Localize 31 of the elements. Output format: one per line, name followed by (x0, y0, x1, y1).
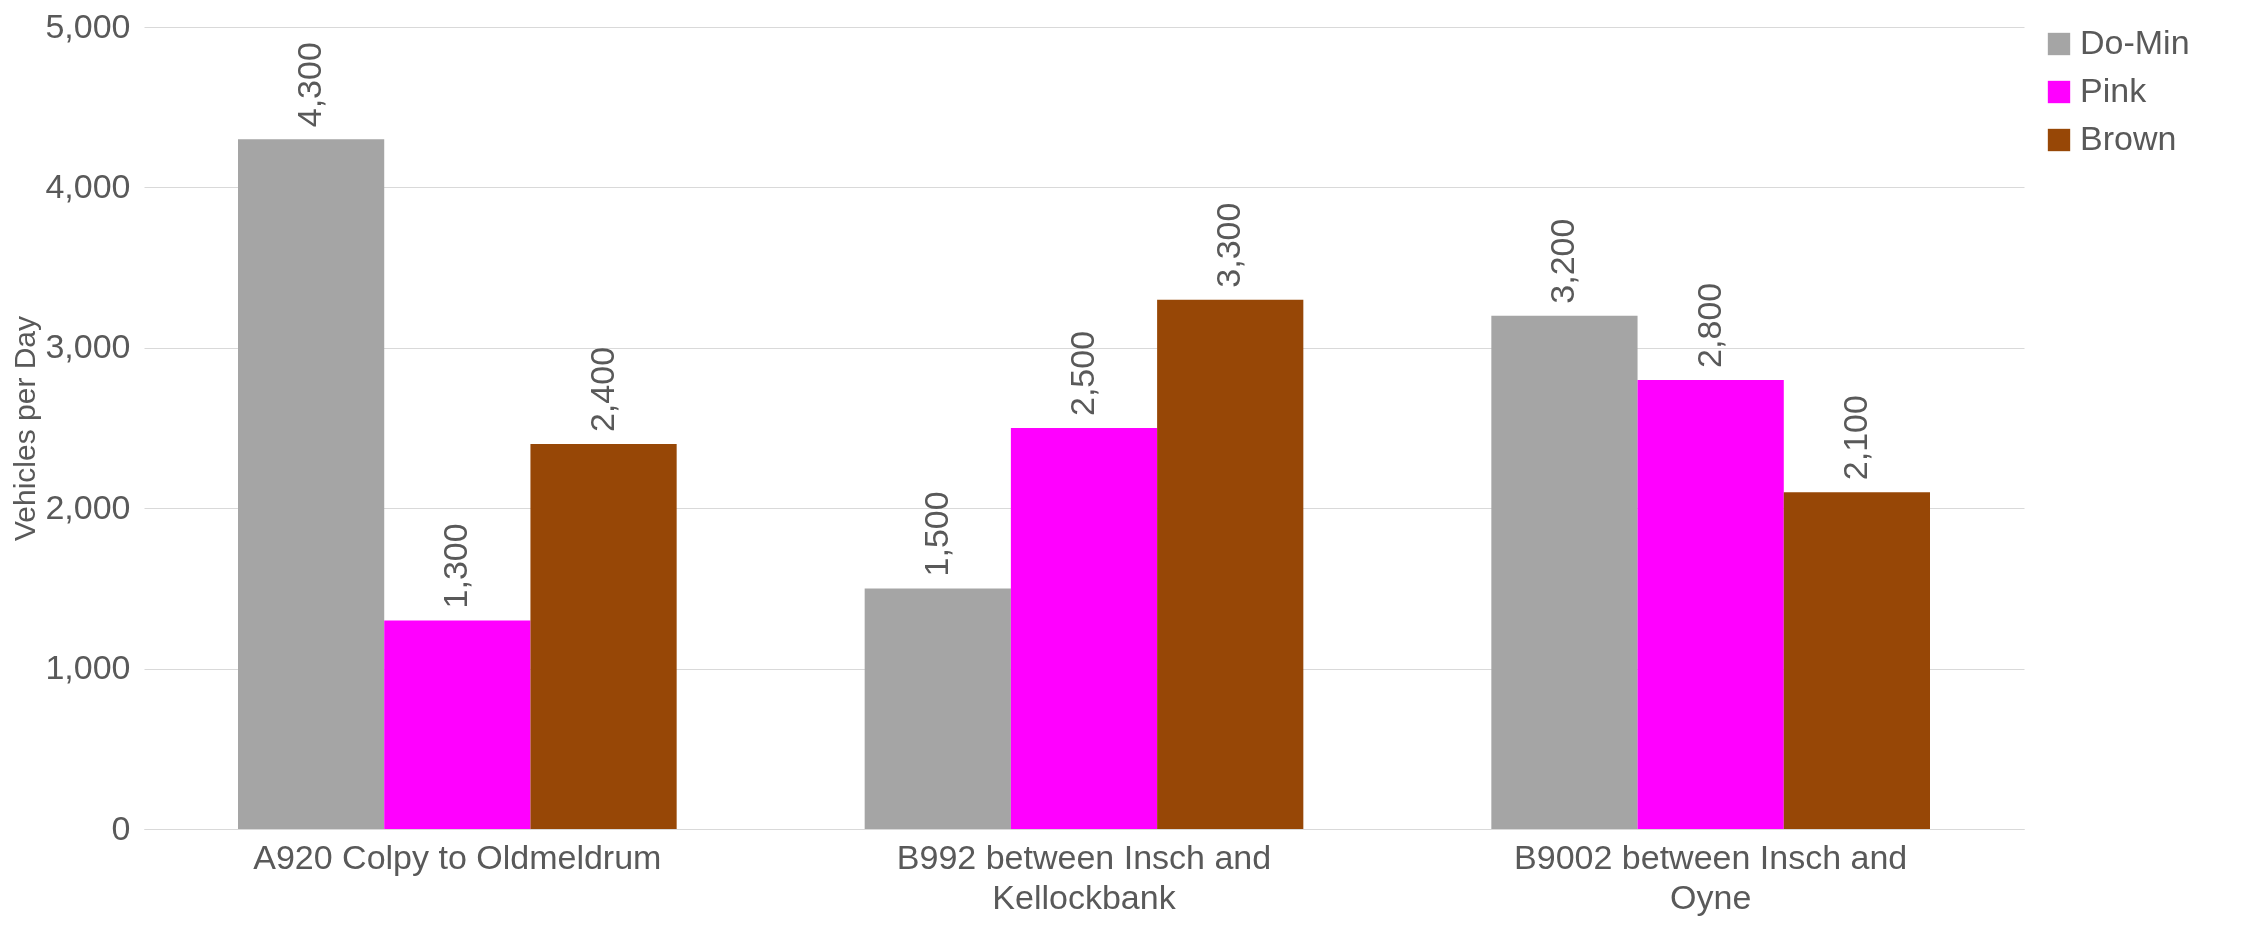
data-label: 2,500 (1063, 330, 1101, 416)
bar (1157, 299, 1304, 829)
y-tick-label: 5,000 (45, 6, 131, 45)
bar (530, 444, 677, 829)
y-tick-label: 2,000 (45, 487, 131, 526)
data-label: 3,200 (1543, 218, 1582, 304)
y-tick-label: 3,000 (45, 327, 131, 366)
bar (1637, 379, 1784, 829)
data-label: 3,300 (1209, 202, 1248, 288)
legend-label: Brown (2080, 119, 2177, 157)
bar (384, 620, 531, 829)
y-tick-label: 4,000 (45, 166, 131, 205)
bar (864, 588, 1011, 829)
data-label: 2,100 (1835, 395, 1874, 481)
y-tick-label: 0 (111, 808, 131, 847)
x-tick-label: B992 between Insch and Kellockbank (896, 837, 1272, 916)
data-label: 2,400 (582, 346, 621, 433)
y-tick-label: 1,000 (45, 648, 131, 687)
bar (238, 139, 385, 829)
bar (1491, 315, 1638, 829)
x-tick-label: A920 Colpy to Oldmeldrum (253, 837, 662, 876)
bar (1010, 428, 1158, 829)
data-label: 4,300 (290, 42, 329, 128)
legend-label: Do-Min (2080, 23, 2190, 61)
y-axis-title: Vehicles per Day (8, 315, 42, 542)
data-label: 2,800 (1689, 282, 1728, 368)
legend-label: Pink (2080, 71, 2148, 109)
bar (1783, 492, 1930, 829)
x-tick-label: B9002 between Insch and Oyne (1514, 837, 1908, 916)
data-label: 1,300 (436, 523, 475, 609)
data-label: 1,500 (916, 491, 955, 577)
